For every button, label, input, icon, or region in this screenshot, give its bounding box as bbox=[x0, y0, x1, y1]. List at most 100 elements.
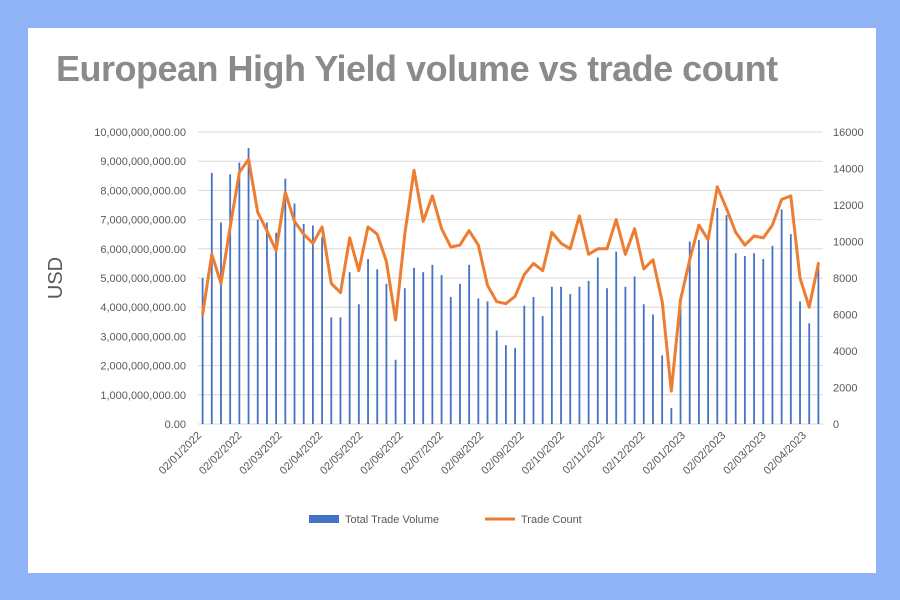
volume-bar bbox=[495, 330, 498, 424]
y-right-tick-label: 0 bbox=[833, 419, 839, 431]
volume-bar bbox=[422, 272, 425, 424]
volume-bar bbox=[385, 283, 388, 424]
y-left-tick-label: 4,000,000,000.00 bbox=[100, 302, 186, 314]
volume-bar bbox=[514, 348, 516, 424]
volume-bar bbox=[624, 286, 627, 424]
volume-bar bbox=[468, 264, 471, 424]
volume-bar bbox=[523, 305, 526, 424]
volume-bar bbox=[569, 294, 572, 424]
volume-bar bbox=[688, 241, 691, 424]
y-right-tick-label: 14000 bbox=[833, 164, 864, 176]
y-axis-label: USD bbox=[45, 257, 67, 299]
volume-bar bbox=[459, 283, 461, 424]
volume-bar bbox=[348, 272, 351, 424]
gridlines bbox=[198, 131, 823, 425]
volume-bar bbox=[302, 223, 305, 424]
volume-bar bbox=[532, 296, 535, 424]
volume-bar bbox=[293, 203, 296, 424]
y-right-tick-label: 4000 bbox=[833, 346, 857, 358]
y-right-tick-label: 8000 bbox=[833, 273, 857, 285]
y-left-tick-label: 9,000,000,000.00 bbox=[100, 156, 186, 168]
volume-bar bbox=[256, 219, 259, 424]
y-left-tick-label: 0.00 bbox=[165, 419, 186, 431]
volume-bar bbox=[403, 288, 406, 424]
volume-bar bbox=[394, 359, 397, 424]
volume-bar bbox=[560, 286, 562, 424]
volume-bar bbox=[367, 259, 369, 424]
volume-bar bbox=[725, 215, 728, 424]
volume-bar bbox=[734, 253, 737, 424]
chart-title: European High Yield volume vs trade coun… bbox=[56, 48, 778, 89]
y-left-tick-label: 1,000,000,000.00 bbox=[100, 390, 186, 402]
volume-bar bbox=[477, 298, 480, 424]
volume-bar bbox=[780, 209, 783, 424]
volume-bar bbox=[220, 222, 222, 424]
volume-bar bbox=[284, 178, 287, 424]
volume-bar bbox=[716, 207, 719, 424]
y-right-tick-label: 6000 bbox=[833, 310, 857, 322]
y-left-tick-label: 2,000,000,000.00 bbox=[100, 361, 186, 373]
y-right-tick-label: 16000 bbox=[833, 127, 864, 139]
volume-bar bbox=[743, 256, 746, 424]
x-tick-label: 02/10/2022 bbox=[520, 430, 567, 477]
y-left-tick-label: 5,000,000,000.00 bbox=[100, 273, 186, 285]
volume-bar bbox=[449, 296, 452, 424]
volume-bar bbox=[238, 162, 241, 424]
volume-bar bbox=[550, 286, 553, 424]
y-right-tick-label: 10000 bbox=[833, 237, 864, 249]
y-left-tick-label: 10,000,000,000.00 bbox=[94, 127, 186, 139]
y-left-tick-label: 3,000,000,000.00 bbox=[100, 331, 186, 343]
x-axis-ticks: 02/01/202202/02/202202/03/202202/04/2022… bbox=[157, 430, 809, 477]
y-left-tick-label: 6,000,000,000.00 bbox=[100, 244, 186, 256]
volume-bar bbox=[799, 301, 801, 424]
x-tick-label: 02/04/2023 bbox=[762, 430, 809, 477]
volume-bar bbox=[505, 345, 507, 424]
volume-bar bbox=[615, 251, 618, 424]
volume-bar bbox=[762, 259, 765, 424]
legend-label-volume: Total Trade Volume bbox=[345, 514, 439, 526]
trade-count-series-line bbox=[201, 157, 820, 393]
legend: Total Trade Volume Trade Count bbox=[309, 514, 582, 526]
volume-bar bbox=[210, 172, 213, 424]
right-axis-ticks: 0 2000 4000 6000 8000 10000 12000 14000 16000 bbox=[833, 127, 864, 431]
volume-bar bbox=[587, 280, 590, 424]
volume-bar bbox=[698, 240, 700, 424]
volume-bar bbox=[339, 317, 342, 424]
volume-bar bbox=[753, 253, 755, 424]
y-right-tick-label: 2000 bbox=[833, 383, 857, 395]
volume-bar bbox=[201, 278, 204, 424]
volume-bar bbox=[330, 317, 333, 424]
trade-count-line bbox=[201, 157, 820, 393]
volume-bars bbox=[201, 148, 820, 424]
volume-bar bbox=[707, 237, 710, 424]
volume-bar bbox=[817, 264, 820, 424]
y-right-tick-label: 12000 bbox=[833, 200, 864, 212]
volume-bar bbox=[642, 304, 645, 424]
volume-bar bbox=[413, 267, 415, 424]
volume-bar bbox=[275, 232, 278, 424]
volume-bar bbox=[633, 276, 636, 424]
y-left-tick-label: 7,000,000,000.00 bbox=[100, 215, 186, 227]
volume-bar bbox=[679, 308, 682, 424]
volume-bar bbox=[321, 237, 323, 424]
volume-bar bbox=[606, 288, 608, 424]
volume-bar bbox=[311, 225, 314, 424]
volume-bar bbox=[661, 355, 664, 424]
volume-bar bbox=[670, 407, 673, 424]
volume-bar bbox=[789, 234, 792, 424]
volume-bar bbox=[440, 275, 443, 424]
volume-bar bbox=[266, 222, 268, 424]
volume-bar bbox=[771, 245, 774, 424]
legend-label-count: Trade Count bbox=[521, 514, 582, 526]
volume-bar bbox=[808, 323, 811, 424]
volume-bar bbox=[486, 301, 489, 424]
volume-bar bbox=[541, 315, 544, 424]
chart: 0.00 1,000,000,000.00 2,000,000,000.00 3,00… bbox=[45, 127, 864, 526]
chart-card: European High Yield volume vs trade coun… bbox=[28, 28, 876, 573]
volume-bar bbox=[578, 286, 581, 424]
volume-bar bbox=[652, 314, 654, 424]
volume-bar bbox=[431, 264, 434, 424]
volume-bar bbox=[376, 269, 379, 424]
legend-swatch-volume bbox=[309, 515, 339, 523]
volume-bar bbox=[596, 257, 599, 424]
